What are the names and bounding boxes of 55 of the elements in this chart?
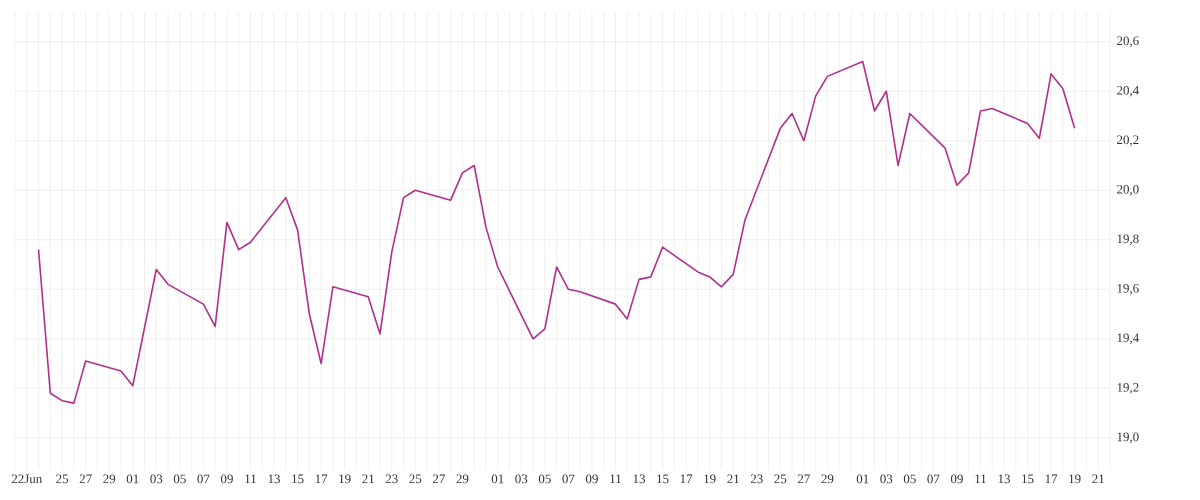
x-tick-label: 05 <box>903 474 916 484</box>
x-tick-label: 01 <box>491 474 504 484</box>
x-tick-label: 22Jun <box>11 474 43 484</box>
x-tick-label: 21 <box>1092 474 1104 484</box>
x-tick-label: 17 <box>315 474 328 484</box>
x-tick-label: 11 <box>610 474 621 484</box>
x-tick-label: 19 <box>1069 474 1081 484</box>
x-tick-label: 07 <box>927 474 940 484</box>
y-tick-label: 19,4 <box>1117 333 1139 345</box>
x-tick-label: 27 <box>79 474 92 484</box>
x-tick-label: 09 <box>220 474 233 484</box>
y-tick-label: 20,4 <box>1117 85 1139 97</box>
x-tick-label: 03 <box>515 474 528 484</box>
y-tick-label: 20,2 <box>1117 135 1139 147</box>
x-tick-label: 27 <box>432 474 445 484</box>
x-tick-label: 05 <box>173 474 186 484</box>
y-tick-label: 20,6 <box>1117 36 1139 48</box>
x-tick-label: 21 <box>727 474 739 484</box>
x-tick-label: 19 <box>339 474 351 484</box>
x-tick-label: 13 <box>998 474 1010 484</box>
x-tick-label: 11 <box>975 474 986 484</box>
x-tick-label: 07 <box>562 474 575 484</box>
x-tick-label: 01 <box>856 474 869 484</box>
x-tick-label: 19 <box>704 474 716 484</box>
x-tick-label: 09 <box>585 474 598 484</box>
x-tick-label: 13 <box>633 474 645 484</box>
x-tick-label: 25 <box>409 474 422 484</box>
line-series <box>37 60 1076 404</box>
y-tick-label: 19,2 <box>1117 383 1139 394</box>
y-tick-label: 19,6 <box>1117 283 1139 295</box>
x-tick-label: 21 <box>362 474 374 484</box>
x-tick-label: 03 <box>880 474 893 484</box>
x-tick-label: 07 <box>197 474 210 484</box>
x-tick-label: 11 <box>245 474 256 484</box>
x-tick-label: 23 <box>750 474 763 484</box>
x-tick-label: 23 <box>385 474 398 484</box>
x-tick-label: 29 <box>456 474 469 484</box>
x-tick-label: 03 <box>150 474 163 484</box>
x-tick-label: 29 <box>103 474 116 484</box>
x-tick-label: 15 <box>657 474 669 484</box>
x-tick-label: 25 <box>774 474 787 484</box>
x-tick-label: 17 <box>680 474 693 484</box>
x-tick-label: 27 <box>797 474 810 484</box>
y-tick-label: 19,8 <box>1117 234 1139 246</box>
x-tick-label: 13 <box>268 474 280 484</box>
x-tick-label: 05 <box>538 474 551 484</box>
x-tick-label: 15 <box>292 474 304 484</box>
y-tick-label: 20,0 <box>1117 184 1139 196</box>
x-tick-label: 09 <box>950 474 963 484</box>
y-tick-label: 19,0 <box>1117 432 1139 444</box>
x-tick-label: 25 <box>56 474 69 484</box>
x-tick-label: 29 <box>821 474 834 484</box>
x-tick-label: 01 <box>126 474 139 484</box>
x-tick-label: 17 <box>1045 474 1058 484</box>
x-tick-label: 15 <box>1022 474 1034 484</box>
